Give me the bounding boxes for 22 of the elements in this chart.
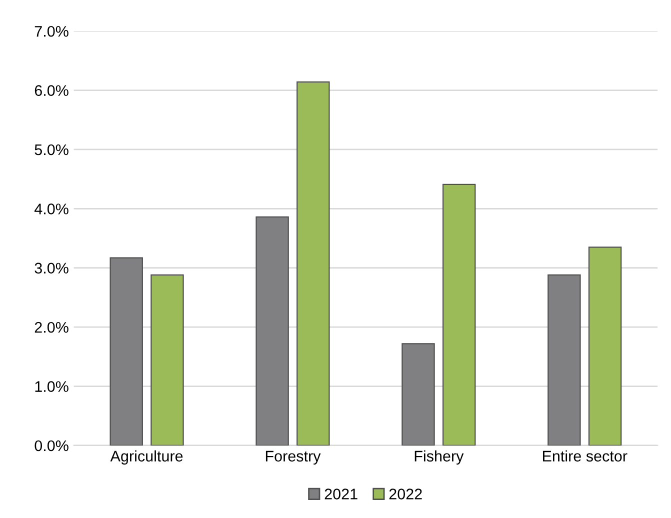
bar: [256, 216, 289, 446]
y-tick-label: 6.0%: [34, 85, 68, 96]
x-tick-label: Agriculture: [110, 450, 183, 465]
legend-label: 2021: [324, 488, 358, 500]
bar: [548, 274, 581, 446]
y-tick-label: 2.0%: [34, 322, 68, 333]
y-tick-label: 1.0%: [35, 381, 68, 392]
bar: [588, 246, 622, 446]
y-tick-label: 0.0%: [34, 440, 68, 452]
y-tick-label: 5.0%: [34, 144, 68, 156]
bar: [442, 184, 476, 446]
bar: [296, 81, 330, 446]
y-tick-label: 4.0%: [34, 204, 68, 214]
x-tick-label: Fishery: [414, 450, 464, 465]
y-tick-label: 7.0%: [34, 26, 68, 37]
bar: [402, 343, 435, 446]
bar: [110, 257, 143, 446]
y-tick-label: 3.0%: [34, 262, 68, 274]
x-tick-label: Entire sector: [542, 450, 628, 462]
legend-label: 2022: [389, 488, 422, 500]
x-tick-label: Forestry: [266, 450, 321, 465]
bar: [150, 274, 184, 446]
